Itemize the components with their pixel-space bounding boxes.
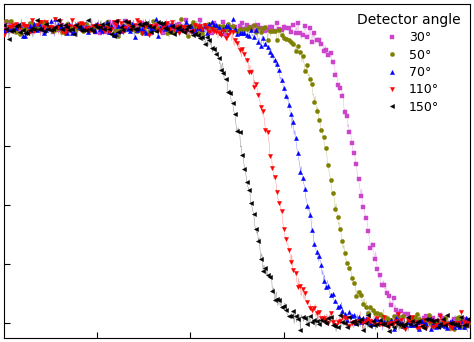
70° [430,322,436,326]
30° [183,18,189,22]
150° [34,18,40,22]
30° [1,24,7,28]
70° [428,327,434,331]
30° [125,23,131,27]
50° [125,21,131,25]
Line: 110°: 110° [2,17,470,331]
Line: 150°: 150° [2,18,470,333]
150° [1,23,7,27]
70° [465,318,471,322]
70° [127,29,133,34]
70° [90,27,96,31]
Legend: 30°, 50°, 70°, 110°, 150°: 30°, 50°, 70°, 110°, 150° [355,10,464,116]
50° [428,321,434,325]
30° [445,321,450,325]
110° [1,33,7,37]
110° [402,327,408,331]
110° [90,24,96,28]
150° [430,319,436,323]
150° [447,320,453,325]
70° [29,28,35,32]
50° [29,21,35,25]
110° [465,321,471,325]
150° [127,27,133,31]
50° [20,27,26,31]
Line: 30°: 30° [2,18,470,329]
110° [29,18,35,22]
110° [447,324,453,328]
150° [90,29,96,33]
150° [20,28,26,32]
70° [447,320,453,324]
50° [1,29,7,34]
30° [88,26,93,30]
70° [1,29,7,34]
110° [430,325,436,329]
30° [20,28,26,32]
150° [386,329,392,333]
50° [465,321,471,325]
150° [29,26,35,30]
70° [20,34,26,38]
50° [179,17,184,21]
50° [451,327,457,331]
70° [53,17,58,21]
30° [428,322,434,326]
Line: 50°: 50° [2,17,470,331]
110° [53,17,58,21]
110° [127,25,133,29]
30° [29,25,35,29]
50° [88,28,93,32]
150° [465,317,471,321]
Line: 70°: 70° [2,17,470,331]
110° [20,22,26,26]
50° [445,320,450,325]
30° [465,325,471,329]
